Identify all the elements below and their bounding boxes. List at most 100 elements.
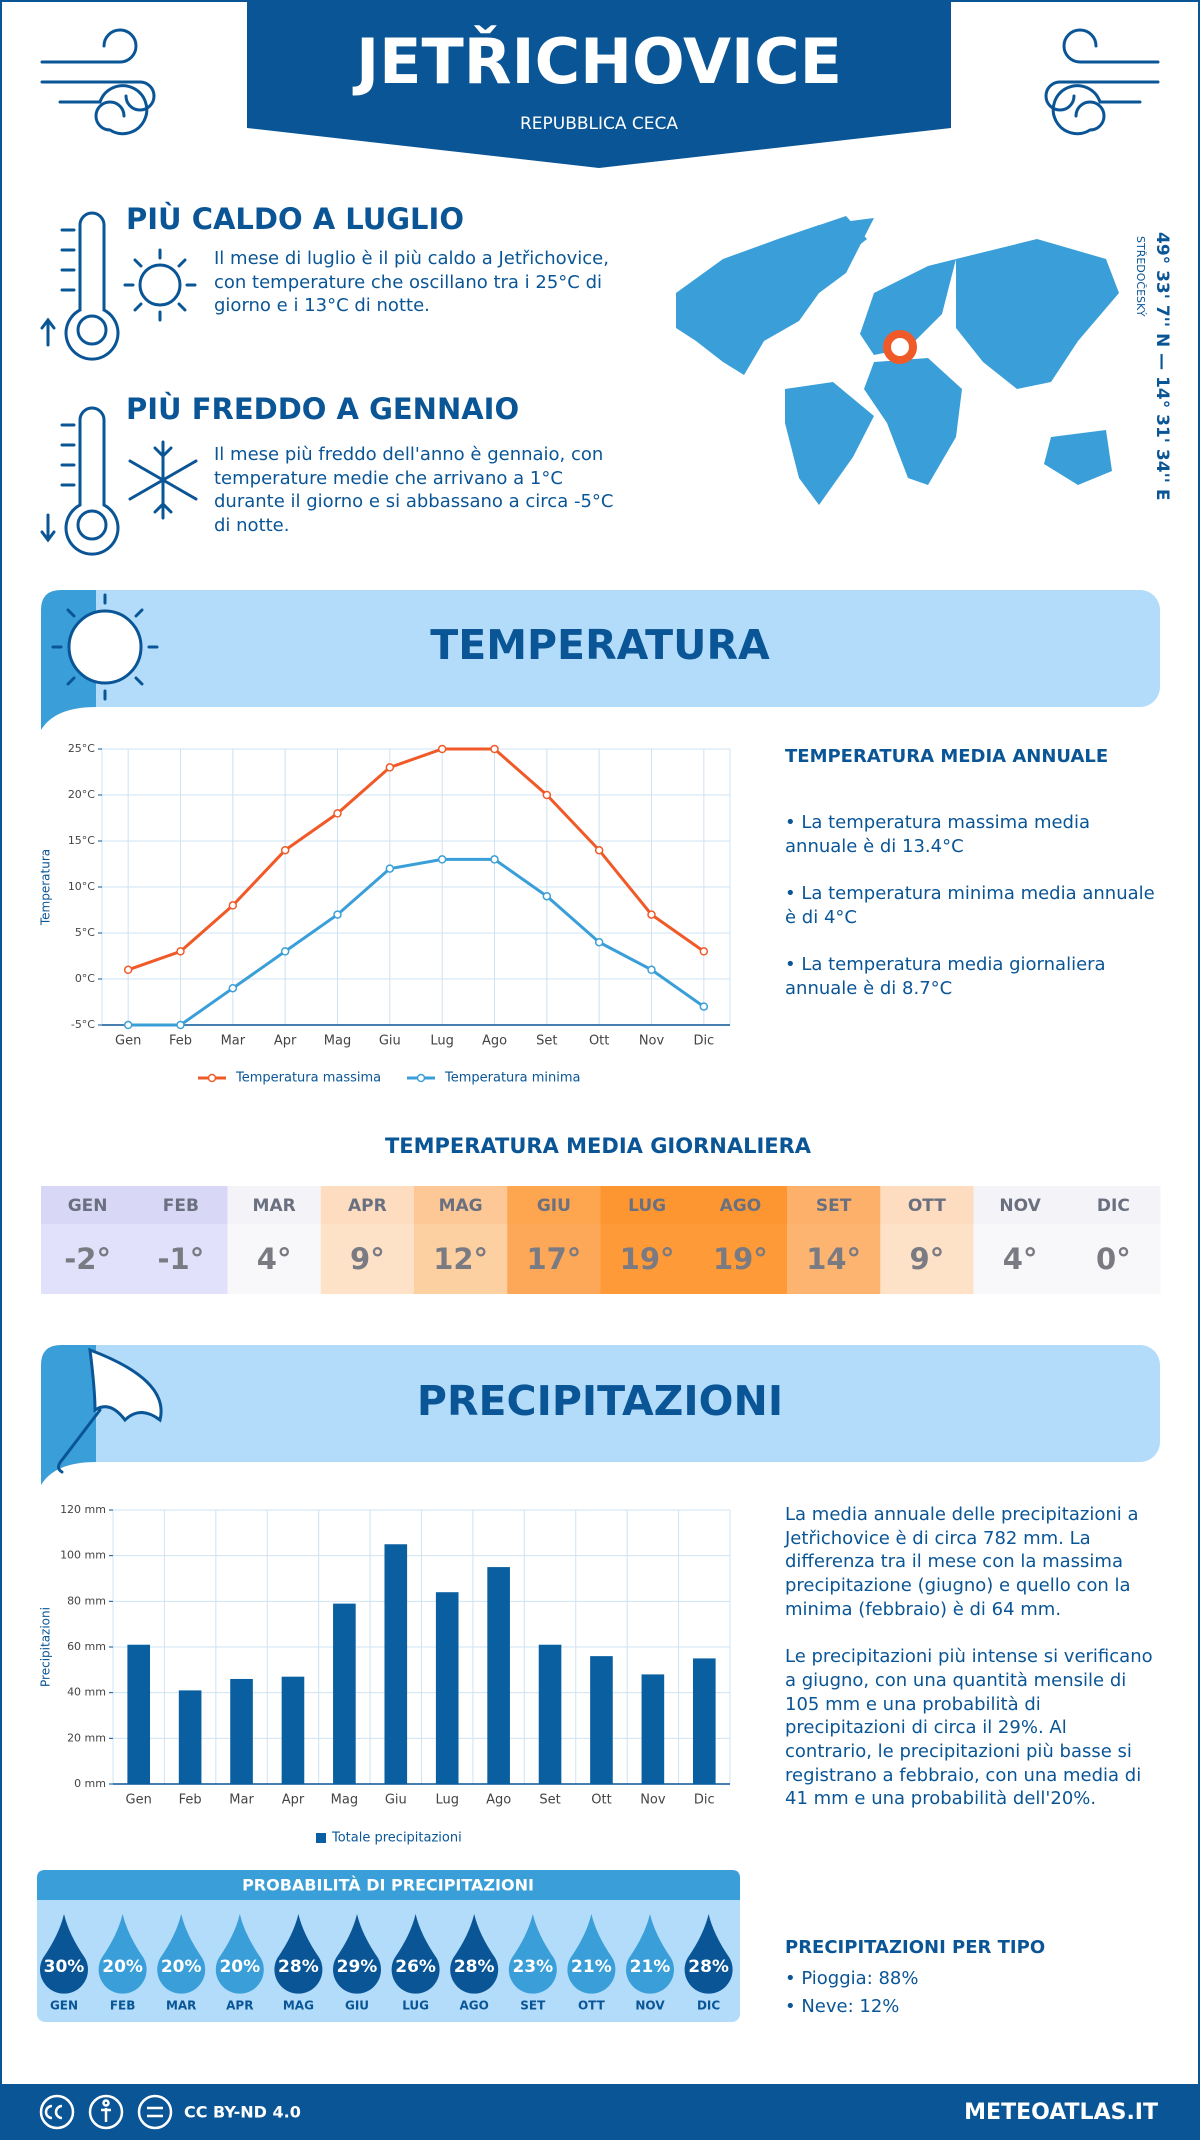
legend-label: Temperatura minima xyxy=(444,1071,581,1086)
bar xyxy=(333,1603,356,1784)
probability-value: 21% xyxy=(571,1957,612,1977)
location-marker xyxy=(883,330,917,364)
y-tick-label: 60 mm xyxy=(67,1640,106,1653)
x-tick-label: Feb xyxy=(179,1793,202,1808)
annual-list: • La temperatura massima media annuale è… xyxy=(785,811,1155,1024)
wind-icon xyxy=(40,28,1160,136)
point xyxy=(647,965,656,975)
table-value-cell xyxy=(414,1224,508,1294)
table-header-cell xyxy=(880,1186,974,1224)
temperature-value: 4° xyxy=(257,1242,292,1276)
probability-value: 28% xyxy=(688,1957,729,1977)
point xyxy=(280,845,290,855)
month-label: OTT xyxy=(908,1196,946,1216)
probability-month: APR xyxy=(226,1999,253,2013)
month-label: MAG xyxy=(439,1196,483,1216)
point xyxy=(647,910,656,919)
point xyxy=(437,744,447,754)
probability-month: DIC xyxy=(697,1999,720,2013)
drop xyxy=(508,1914,557,1994)
probability-month: GEN xyxy=(50,1999,78,2013)
point xyxy=(385,763,395,772)
bar xyxy=(487,1567,510,1784)
annual-item: • La temperatura minima media annuale è … xyxy=(785,883,1155,928)
y-tick-label: 5°C xyxy=(75,926,95,939)
precipitation-text: La media annuale delle precipitazioni a … xyxy=(785,1503,1155,1835)
probability-panel xyxy=(37,1870,740,2022)
x-tick-label: Apr xyxy=(282,1793,305,1808)
table-value-cell xyxy=(1066,1224,1161,1294)
month-label: AGO xyxy=(720,1196,762,1216)
line xyxy=(128,857,705,1027)
drop xyxy=(450,1914,499,1994)
probability-value: 28% xyxy=(454,1957,495,1977)
x-tick-label: Dic xyxy=(693,1034,714,1049)
probability-value: 23% xyxy=(512,1957,553,1977)
month-label: NOV xyxy=(999,1196,1041,1216)
site-name[interactable]: METEOATLAS.IT xyxy=(964,2100,1158,2125)
point xyxy=(176,1020,185,1030)
point xyxy=(385,864,395,873)
temperature-value: 4° xyxy=(1003,1242,1038,1276)
table-header-cell xyxy=(41,1186,135,1224)
x-tick-label: Ago xyxy=(486,1793,511,1808)
x-tick-label: Lug xyxy=(435,1793,459,1808)
type-list: • Pioggia: 88% • Neve: 12% xyxy=(785,1967,1155,2022)
point xyxy=(542,790,552,800)
probability-title: PROBABILITÀ DI PRECIPITAZIONI xyxy=(242,1876,534,1895)
x-tick-label: Dic xyxy=(694,1793,715,1808)
table-header-cell xyxy=(134,1186,228,1224)
x-tick-label: Nov xyxy=(640,1793,666,1808)
table-header-cell xyxy=(320,1186,415,1224)
bar xyxy=(590,1656,613,1784)
x-tick-label: Giu xyxy=(385,1793,407,1808)
month-label: GEN xyxy=(68,1196,108,1216)
bar xyxy=(230,1678,253,1784)
month-label: LUG xyxy=(628,1196,666,1216)
bar xyxy=(435,1592,459,1784)
point xyxy=(176,947,185,956)
x-tick-label: Feb xyxy=(169,1034,192,1049)
legend-label: Totale precipitazioni xyxy=(331,1831,462,1846)
temperature-value: 14° xyxy=(806,1242,861,1276)
y-axis-title: Precipitazioni xyxy=(39,1607,53,1687)
type-title: PRECIPITAZIONI PER TIPO xyxy=(785,1937,1045,1958)
table-value-cell xyxy=(227,1224,322,1294)
probability-month: OTT xyxy=(578,1999,606,2013)
x-tick-label: Set xyxy=(539,1793,560,1808)
point xyxy=(594,845,604,855)
temperature-value: 9° xyxy=(910,1242,945,1276)
y-tick-label: -5°C xyxy=(71,1018,95,1031)
point xyxy=(699,1002,709,1011)
table-header-cell xyxy=(600,1186,695,1224)
x-tick-label: Mag xyxy=(331,1793,358,1808)
y-tick-label: 10°C xyxy=(68,880,95,893)
month-label: GIU xyxy=(537,1196,571,1216)
probability-value: 20% xyxy=(219,1957,260,1977)
point xyxy=(228,983,238,993)
line xyxy=(127,747,705,972)
point xyxy=(699,947,709,956)
table-header-cell xyxy=(787,1186,881,1224)
probability-drops: 30% GEN 20% FEB 20% MAR 20% APR 28% MAG 29% GIU 26% L… xyxy=(40,1914,733,2013)
highlight-title: PIÙ FREDDO A GENNAIO xyxy=(126,392,519,426)
month-label: SET xyxy=(816,1196,852,1216)
drop xyxy=(567,1914,616,1994)
temperature-value: 0° xyxy=(1096,1242,1131,1276)
legend-swatch xyxy=(316,1833,326,1843)
banner-accent xyxy=(41,1345,96,1485)
table-header-cell xyxy=(693,1186,788,1224)
type-item: • Neve: 12% xyxy=(785,1995,900,2017)
point xyxy=(280,947,290,956)
month-label: MAR xyxy=(253,1196,296,1216)
y-tick-label: 15°C xyxy=(68,834,95,847)
probability-value: 29% xyxy=(337,1957,378,1977)
y-tick-label: 0°C xyxy=(75,972,95,985)
legend-swatch xyxy=(207,1073,217,1083)
highlight-text: Il mese di luglio è il più caldo a Jetři… xyxy=(214,248,609,317)
probability-month: SET xyxy=(520,1999,546,2013)
legend-swatch xyxy=(416,1073,426,1083)
point xyxy=(123,1020,133,1030)
table-value-cell xyxy=(973,1224,1068,1294)
sun-icon xyxy=(51,593,159,701)
